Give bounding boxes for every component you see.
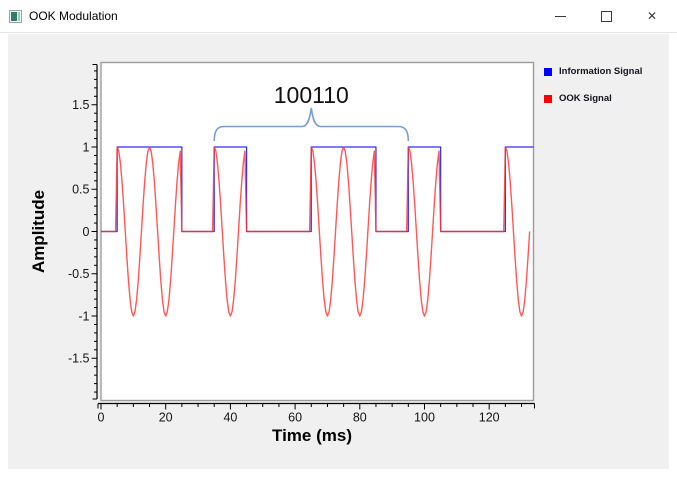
x-tick-label: 80 — [353, 411, 367, 425]
x-tick-label: 120 — [479, 411, 500, 425]
ook-signal-line — [101, 146, 531, 317]
y-tick-label: 1.5 — [72, 98, 89, 112]
maximize-icon — [600, 10, 612, 22]
window-controls: ✕ — [537, 0, 675, 32]
minimize-button[interactable] — [537, 0, 583, 32]
y-tick-label: 1 — [83, 140, 90, 154]
chart-legend: Information Signal OOK Signal — [544, 66, 642, 120]
minimize-icon — [554, 15, 566, 17]
maximize-button[interactable] — [583, 0, 629, 32]
x-tick-label: 20 — [159, 411, 173, 425]
y-axis: 1.5 1 0.5 0 -0.5 -1 -1.5 — [68, 64, 98, 400]
x-axis-title: Time (ms) — [272, 426, 352, 445]
y-axis-title: Amplitude — [29, 190, 48, 273]
y-tick-label: 0 — [83, 225, 90, 239]
legend-swatch-icon — [544, 94, 552, 103]
close-button[interactable]: ✕ — [629, 0, 675, 32]
x-tick-label: 0 — [98, 411, 105, 425]
y-tick-label: 0.5 — [72, 183, 89, 197]
y-tick-label: -1 — [78, 309, 89, 323]
y-tick-label: -0.5 — [68, 267, 90, 281]
bit-pattern-annotation: 100110 — [274, 82, 349, 108]
legend-label: OOK Signal — [559, 93, 612, 104]
title-bar: OOK Modulation ✕ — [0, 0, 677, 33]
legend-item: OOK Signal — [544, 93, 642, 104]
x-tick-label: 60 — [288, 411, 302, 425]
legend-item: Information Signal — [544, 66, 642, 77]
bit-group-brace — [213, 107, 410, 142]
x-axis: 0 20 40 60 80 100 120 — [97, 402, 535, 425]
legend-swatch-icon — [544, 67, 552, 76]
y-tick-label: -1.5 — [68, 352, 90, 366]
legend-label: Information Signal — [559, 66, 643, 77]
close-icon: ✕ — [646, 9, 658, 23]
x-tick-label: 40 — [223, 411, 237, 425]
x-tick-label: 100 — [414, 411, 435, 425]
app-icon — [9, 9, 22, 23]
window-title: OOK Modulation — [29, 9, 118, 23]
